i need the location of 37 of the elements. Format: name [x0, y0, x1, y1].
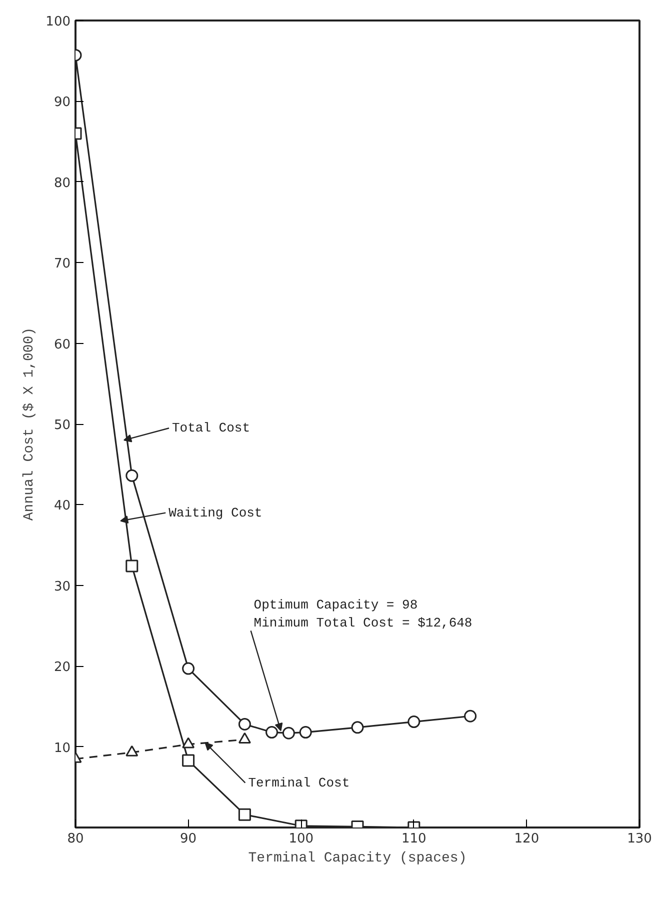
- point: [408, 716, 420, 728]
- annotation: Terminal Cost: [248, 775, 350, 790]
- y-tick-label: 40: [54, 498, 71, 514]
- point: [126, 560, 138, 572]
- point: [266, 726, 278, 739]
- point: [464, 710, 477, 722]
- x-tick-label: 90: [180, 832, 197, 846]
- y-tick-label: 50: [54, 418, 71, 433]
- y-tick-label: 30: [54, 579, 71, 594]
- point: [182, 754, 195, 767]
- y-tick-label: 10: [54, 740, 71, 756]
- y-axis-title: Annual Cost ($ X 1,000): [22, 327, 38, 521]
- annotation: Waiting Cost: [168, 505, 262, 520]
- y-tick-label: 60: [54, 337, 71, 352]
- x-tick-label: 120: [514, 832, 540, 846]
- y-tick-label: 100: [46, 14, 71, 30]
- y-tick-label: 80: [54, 176, 71, 191]
- point: [282, 726, 295, 740]
- annotation: Total Cost: [172, 420, 250, 436]
- y-tick-label: 20: [54, 660, 71, 676]
- point: [238, 718, 251, 730]
- x-tick-label: 130: [627, 832, 652, 846]
- point: [299, 726, 312, 739]
- annotation: Optimum Capacity = 98 Minimum Total Cost = $12,648: [254, 598, 472, 631]
- y-tick-label: 70: [54, 256, 71, 272]
- point: [182, 737, 195, 748]
- point: [351, 721, 364, 734]
- point: [126, 469, 138, 482]
- y-tick-label: 90: [54, 95, 71, 110]
- x-axis-title: Terminal Capacity (spaces): [248, 850, 467, 866]
- x-tick-label: 100: [288, 832, 314, 846]
- point: [182, 662, 195, 675]
- point: [238, 808, 251, 821]
- x-tick-label: 80: [67, 832, 84, 846]
- x-tick-label: 110: [401, 832, 426, 846]
- point: [126, 745, 138, 756]
- point: [238, 732, 251, 744]
